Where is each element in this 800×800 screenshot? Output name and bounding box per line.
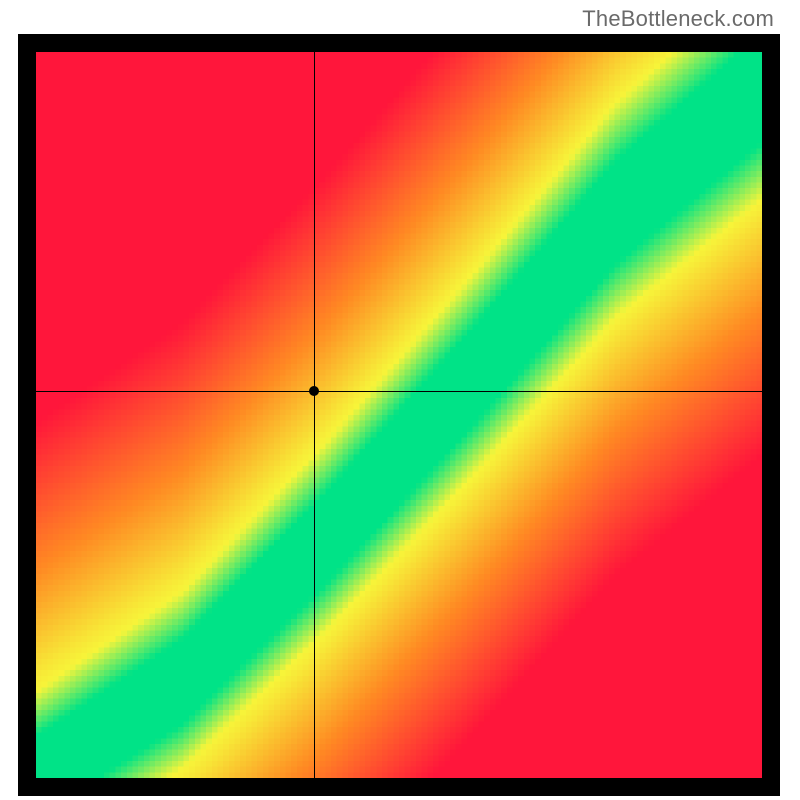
crosshair-horizontal xyxy=(36,391,762,392)
heatmap-canvas xyxy=(36,52,762,778)
data-point-marker xyxy=(309,386,319,396)
root-container: TheBottleneck.com xyxy=(0,0,800,800)
heatmap-area xyxy=(36,52,762,778)
crosshair-vertical xyxy=(314,52,315,778)
watermark-text: TheBottleneck.com xyxy=(582,6,774,32)
